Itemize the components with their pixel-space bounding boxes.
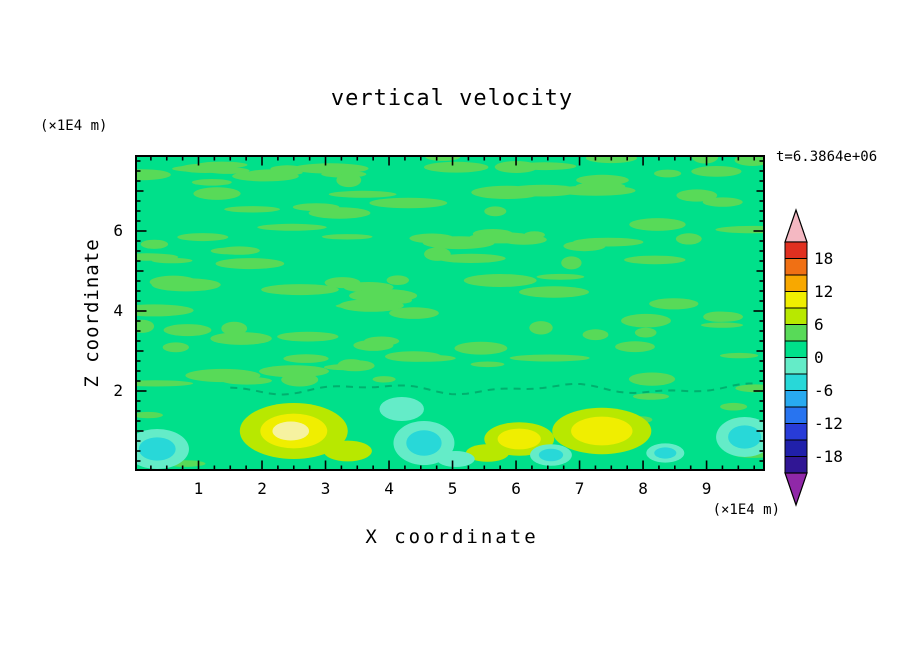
colorbar-tick-label: -12 — [814, 413, 843, 433]
x-tick-label: 9 — [701, 479, 712, 498]
y-tick-label: 6 — [113, 221, 123, 240]
x-axis-unit: (×1E4 m) — [712, 502, 780, 518]
colorbar-tick-label: -18 — [814, 446, 843, 466]
colorbar-tick-label: 12 — [814, 281, 834, 301]
colorbar-tick-label: 0 — [814, 347, 824, 367]
contour-plot — [135, 155, 765, 471]
x-tick-label: 5 — [447, 479, 458, 498]
x-tick-label: 8 — [638, 479, 648, 498]
x-tick-label: 3 — [320, 479, 331, 498]
chart-title: vertical velocity — [330, 86, 574, 111]
y-axis-unit: (×1E4 m) — [40, 118, 108, 134]
x-axis-label: X coordinate — [365, 526, 539, 548]
colorbar-tick-label: 18 — [814, 248, 834, 268]
x-tick-label: 7 — [574, 479, 585, 498]
colorbar-tick-label: -6 — [814, 380, 834, 400]
colorbar-tick-label: 6 — [814, 314, 824, 334]
x-tick-label: 4 — [384, 479, 394, 498]
colorbar — [782, 208, 812, 508]
y-tick-label: 4 — [113, 301, 123, 320]
time-annotation: t=6.3864e+06 — [776, 149, 878, 165]
y-tick-label: 2 — [113, 381, 123, 400]
x-tick-label: 1 — [193, 479, 204, 498]
x-tick-label: 2 — [257, 479, 267, 498]
x-tick-label: 6 — [511, 479, 521, 498]
